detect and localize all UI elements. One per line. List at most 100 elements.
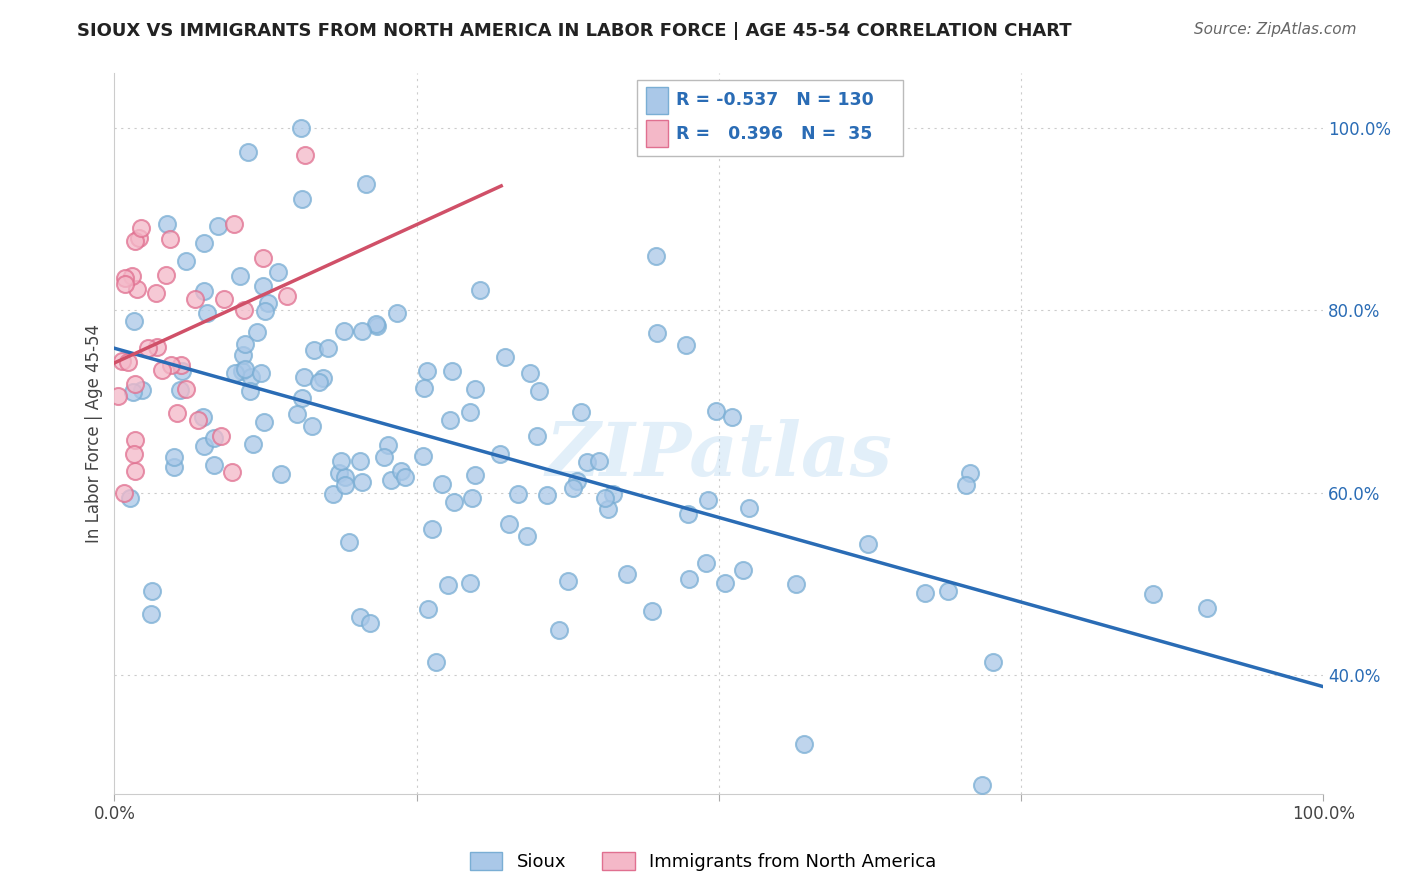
Point [359, 616, 381, 631]
Point [557, 574, 579, 588]
Point [193, 235, 215, 250]
Point [183, 292, 205, 306]
Point [516, 529, 538, 543]
Point [170, 358, 193, 372]
Point [122, 447, 145, 461]
Point [253, 415, 276, 429]
Point [464, 382, 486, 396]
Point [311, 370, 333, 384]
Point [252, 279, 274, 293]
Point [380, 473, 402, 487]
Point [330, 454, 353, 468]
Point [443, 495, 465, 509]
Point [548, 623, 571, 637]
Point [253, 303, 276, 318]
Point [697, 492, 720, 507]
Point [193, 284, 215, 298]
Point [596, 502, 619, 516]
Point [138, 341, 160, 355]
Point [536, 488, 558, 502]
Point [301, 419, 323, 434]
Point [160, 358, 183, 372]
Point [675, 338, 697, 352]
Point [276, 289, 298, 303]
Point [333, 477, 356, 491]
Point [150, 363, 173, 377]
Point [120, 491, 142, 505]
Point [593, 491, 616, 505]
Point [416, 364, 439, 378]
Point [616, 566, 638, 581]
Point [250, 366, 273, 380]
Point [458, 405, 481, 419]
Point [464, 468, 486, 483]
Point [350, 324, 373, 338]
Point [209, 428, 232, 442]
Point [111, 354, 134, 368]
Point [287, 408, 309, 422]
Point [439, 413, 461, 427]
Legend: Sioux, Immigrants from North America: Sioux, Immigrants from North America [463, 845, 943, 879]
Point [498, 516, 520, 531]
Point [676, 507, 699, 521]
Point [387, 306, 409, 320]
Point [155, 268, 177, 282]
Point [124, 464, 146, 478]
Point [430, 477, 453, 491]
Point [292, 370, 315, 384]
Point [695, 556, 717, 570]
Point [322, 487, 344, 501]
Point [174, 382, 197, 396]
Point [302, 343, 325, 357]
Point [981, 655, 1004, 669]
Point [333, 470, 356, 484]
Point [231, 364, 253, 378]
FancyBboxPatch shape [647, 87, 668, 114]
Point [571, 404, 593, 418]
Point [145, 285, 167, 300]
Point [389, 464, 412, 478]
Point [145, 340, 167, 354]
Point [793, 737, 815, 751]
Point [112, 485, 135, 500]
Point [441, 364, 464, 378]
Point [291, 192, 314, 206]
Point [349, 453, 371, 467]
Point [235, 362, 257, 376]
Point [420, 522, 443, 536]
Point [356, 177, 378, 191]
Point [202, 458, 225, 472]
Point [373, 450, 395, 464]
Point [519, 366, 541, 380]
Point [641, 604, 664, 618]
Point [291, 391, 314, 405]
Point [166, 407, 188, 421]
Point [416, 601, 439, 615]
Point [141, 584, 163, 599]
Text: R =   0.396   N =  35: R = 0.396 N = 35 [676, 125, 873, 143]
Point [128, 231, 150, 245]
Point [970, 778, 993, 792]
Point [156, 217, 179, 231]
Point [114, 277, 136, 291]
Point [290, 120, 312, 135]
Point [721, 410, 744, 425]
Text: Source: ZipAtlas.com: Source: ZipAtlas.com [1194, 22, 1357, 37]
Point [377, 438, 399, 452]
Point [236, 145, 259, 160]
Point [1142, 587, 1164, 601]
Point [239, 384, 262, 398]
Point [316, 341, 339, 355]
Point [425, 656, 447, 670]
Point [191, 410, 214, 425]
Point [242, 437, 264, 451]
Point [294, 148, 316, 162]
Point [121, 269, 143, 284]
Point [645, 326, 668, 341]
Point [461, 491, 484, 505]
Point [955, 478, 977, 492]
Point [856, 537, 879, 551]
Point [172, 364, 194, 378]
Point [122, 384, 145, 399]
Point [162, 460, 184, 475]
